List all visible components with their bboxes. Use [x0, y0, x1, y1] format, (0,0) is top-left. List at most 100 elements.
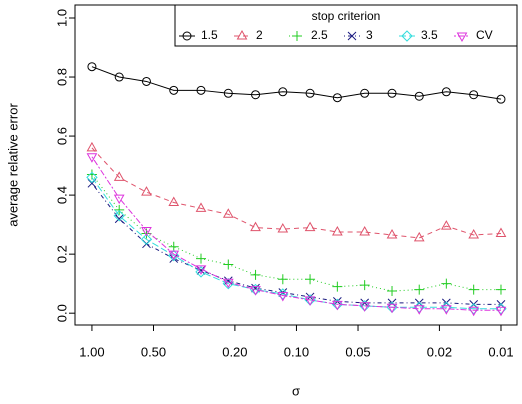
y-tick-label: 1.0	[54, 9, 69, 27]
marker	[168, 250, 180, 261]
y-axis-label: average relative error	[5, 103, 20, 227]
marker	[222, 208, 234, 218]
marker	[277, 274, 288, 285]
x-tick-label: 0.02	[427, 344, 452, 359]
legend-label: CV	[476, 28, 493, 42]
legend-box	[174, 4, 518, 47]
legend-title: stop criterion	[312, 9, 381, 23]
marker	[223, 259, 234, 270]
marker	[114, 214, 124, 224]
marker	[332, 300, 343, 311]
marker	[277, 223, 289, 233]
series-line	[91, 66, 502, 100]
legend-label: 3	[366, 28, 373, 42]
y-tick-label: 0.4	[54, 186, 69, 204]
marker	[440, 220, 452, 230]
marker	[141, 227, 152, 237]
marker	[113, 171, 125, 181]
marker	[195, 265, 207, 275]
y-tick-label: 0.6	[54, 127, 69, 145]
series-line	[91, 156, 501, 311]
marker	[332, 225, 343, 236]
plot-frame	[74, 4, 518, 326]
legend-marker	[236, 29, 248, 40]
legend-marker	[456, 32, 468, 43]
x-tick-label: 0.05	[345, 344, 370, 359]
marker	[141, 186, 152, 196]
marker	[168, 196, 180, 206]
marker	[140, 233, 153, 246]
marker	[495, 227, 507, 237]
marker	[386, 228, 398, 239]
marker	[359, 302, 371, 312]
marker	[304, 296, 316, 306]
marker	[114, 204, 125, 215]
marker	[278, 87, 288, 97]
marker	[469, 90, 479, 100]
marker	[86, 153, 98, 163]
marker	[250, 286, 261, 296]
marker	[386, 303, 398, 314]
x-tick-label: 1.00	[79, 344, 104, 359]
marker	[169, 85, 179, 95]
marker	[495, 306, 507, 317]
marker	[414, 284, 425, 295]
marker	[196, 85, 206, 95]
marker	[305, 88, 315, 98]
marker	[113, 194, 125, 205]
marker	[223, 88, 233, 98]
marker	[113, 210, 125, 222]
series-line	[91, 174, 501, 292]
y-tick-label: 0.8	[54, 68, 69, 86]
marker	[441, 278, 452, 289]
marker	[250, 221, 261, 232]
marker	[468, 306, 480, 317]
marker	[332, 93, 342, 103]
y-tick-label: 0.2	[54, 245, 69, 263]
legend-marker	[401, 30, 413, 42]
marker	[413, 231, 425, 242]
marker	[496, 94, 506, 104]
marker	[304, 221, 316, 232]
marker	[468, 228, 480, 239]
marker	[414, 91, 424, 101]
marker	[413, 305, 425, 315]
marker	[222, 278, 234, 289]
marker	[359, 280, 370, 291]
marker	[495, 284, 506, 295]
marker	[359, 225, 371, 236]
series-line	[91, 147, 502, 239]
marker	[387, 88, 397, 98]
marker	[441, 87, 451, 97]
marker	[141, 76, 151, 86]
marker	[87, 62, 97, 72]
legend-label: 2.5	[311, 28, 328, 42]
x-tick-label: 0.50	[141, 344, 166, 359]
legend-label: 3.5	[421, 28, 438, 42]
marker	[195, 202, 207, 212]
series-line	[91, 182, 501, 305]
marker	[250, 269, 261, 280]
legend-marker	[347, 31, 357, 41]
legend-marker	[292, 31, 302, 41]
marker	[86, 141, 98, 152]
legend-label: 1.5	[201, 28, 218, 42]
marker	[440, 305, 452, 315]
y-tick-label: 0.0	[54, 304, 69, 322]
marker	[114, 72, 124, 82]
marker	[86, 171, 98, 184]
marker	[387, 286, 398, 297]
marker	[277, 291, 289, 302]
legend-marker	[182, 31, 192, 41]
marker	[305, 274, 316, 285]
x-tick-label: 0.01	[488, 344, 513, 359]
marker	[251, 90, 261, 100]
x-axis-label: σ	[292, 383, 300, 398]
series-line	[91, 177, 501, 310]
marker	[332, 281, 343, 292]
x-tick-label: 0.20	[222, 344, 247, 359]
legend-label: 2	[256, 28, 263, 42]
marker	[360, 88, 370, 98]
x-tick-label: 0.10	[284, 344, 309, 359]
